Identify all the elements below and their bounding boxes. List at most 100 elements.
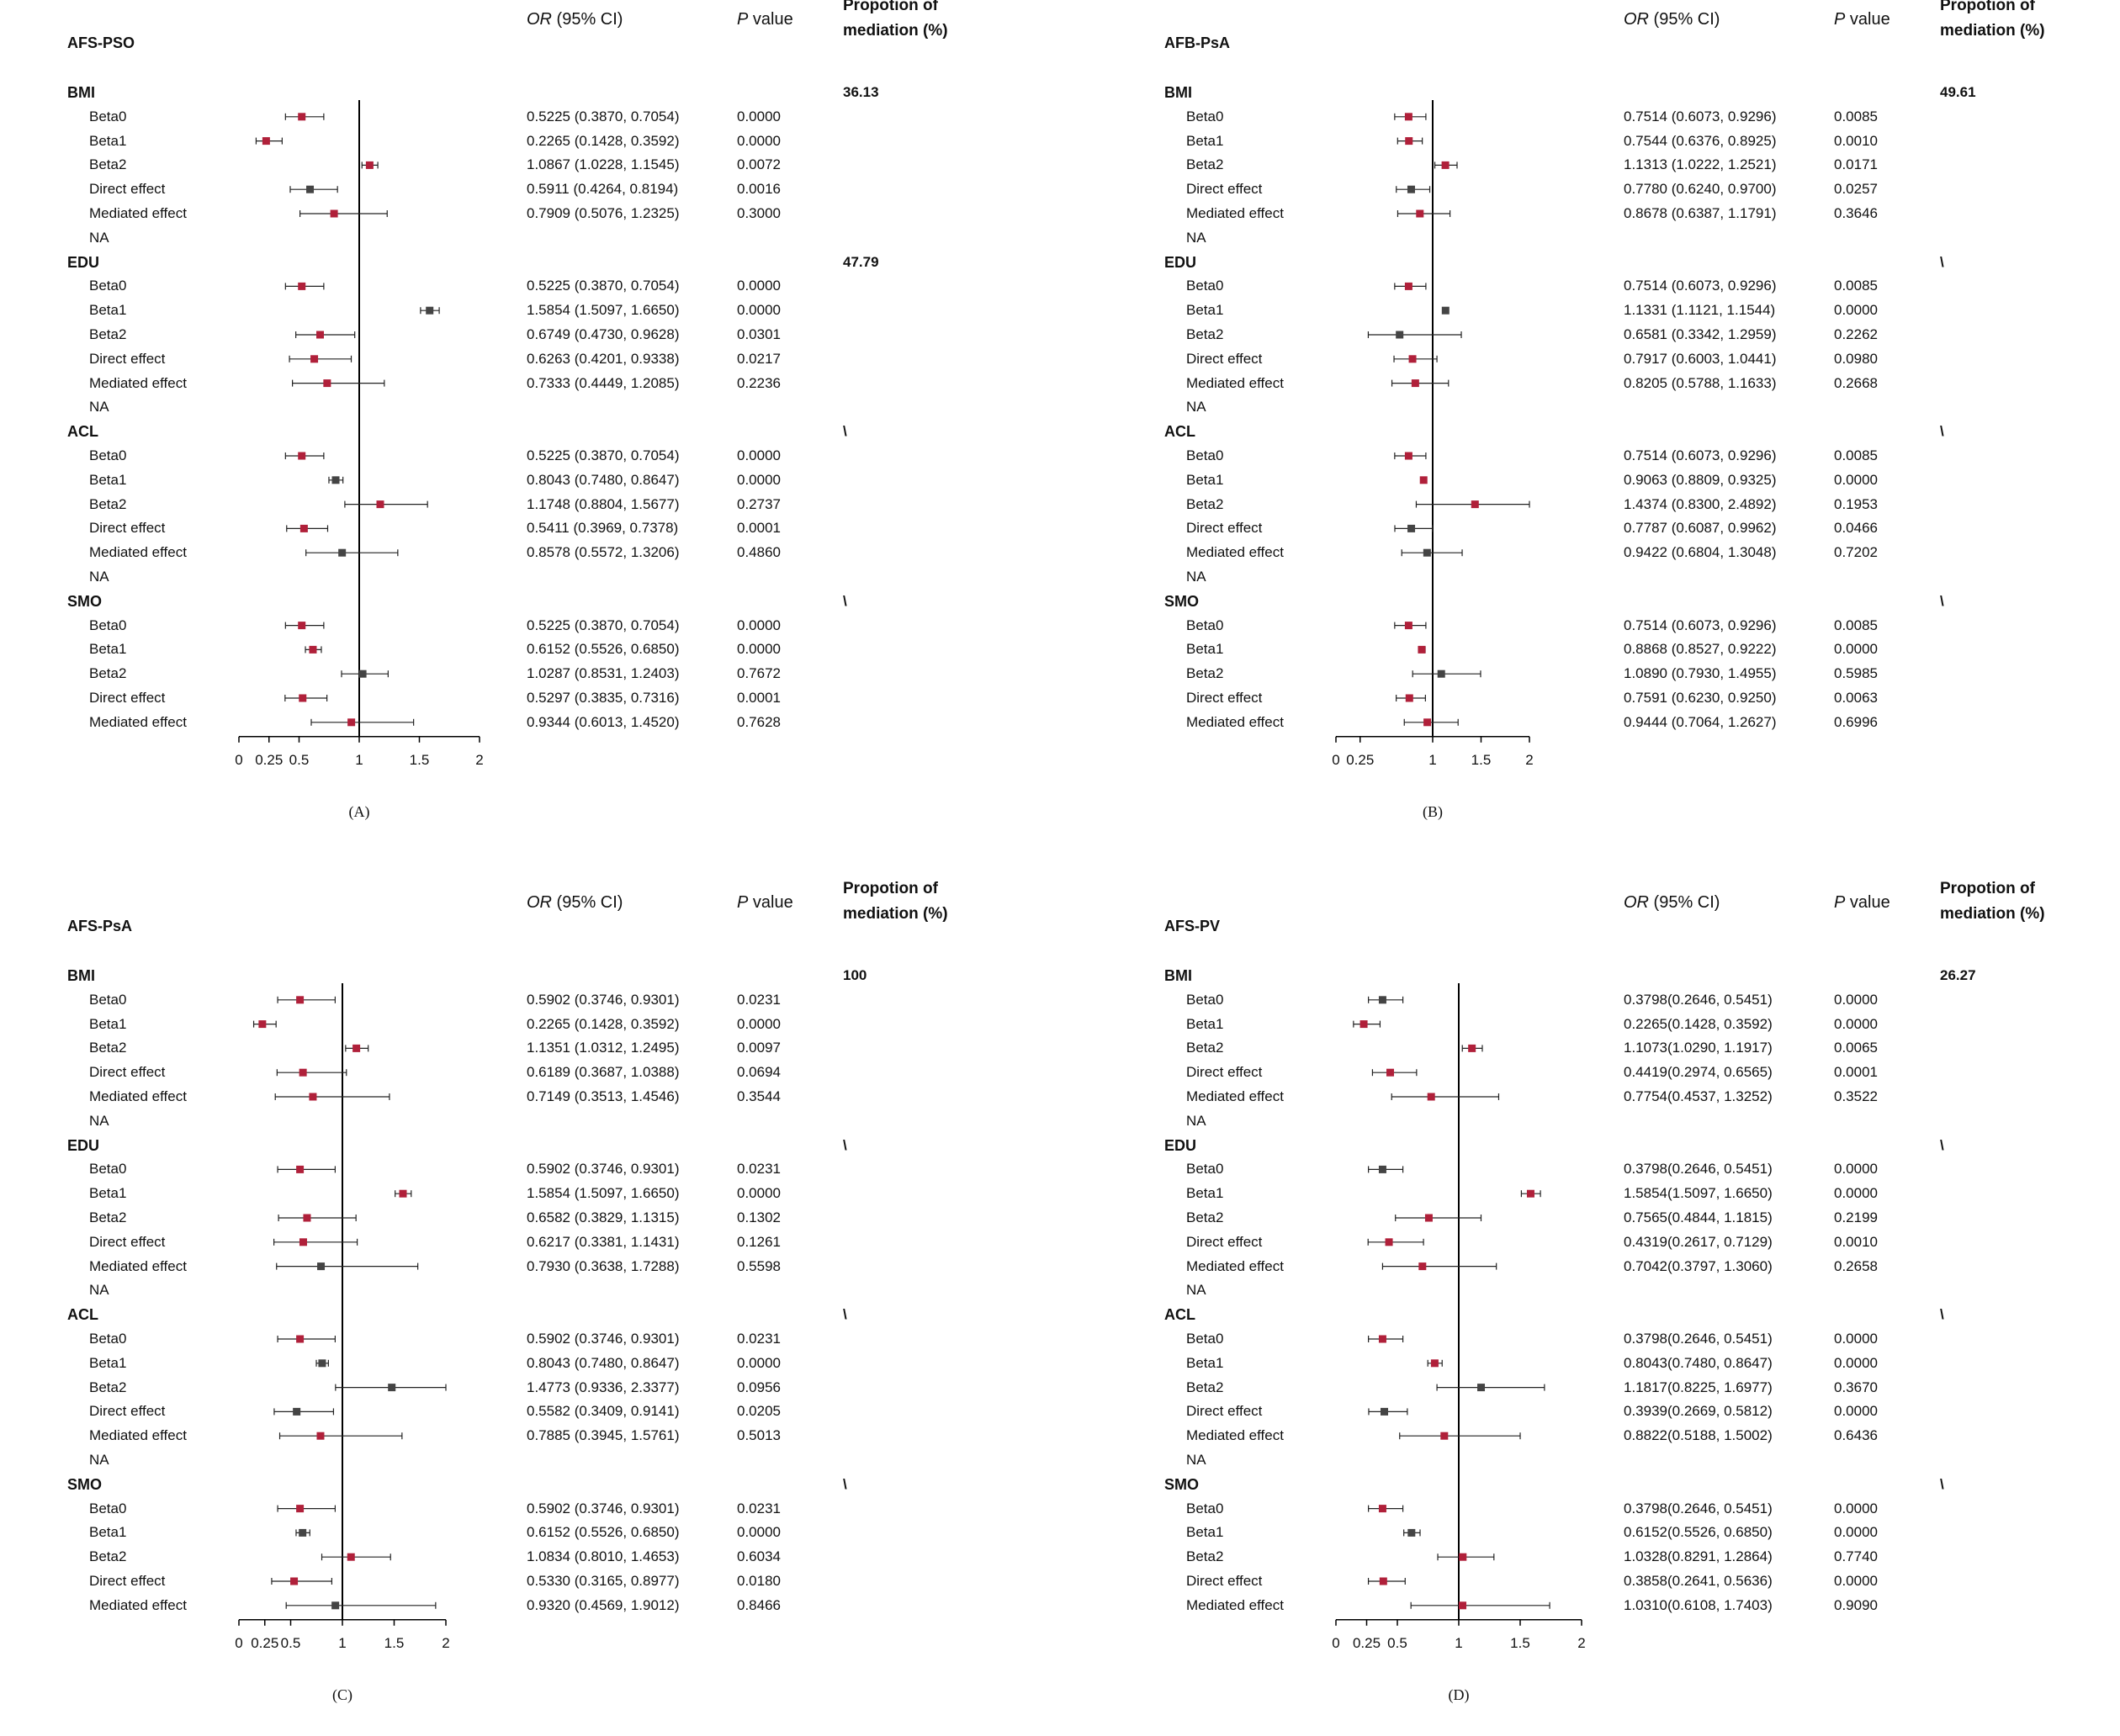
point-estimate [376, 500, 384, 509]
row-label: Beta0 [1186, 617, 1224, 633]
row-label: Beta1 [89, 1354, 127, 1371]
group-label: ACL [67, 1306, 98, 1324]
p-value: 0.0065 [1834, 1040, 1878, 1056]
point-estimate [1385, 1238, 1393, 1246]
mediation-header-line2: mediation (%) [1940, 22, 2045, 40]
mediation-value: \ [843, 592, 847, 609]
ci-marker [395, 1189, 412, 1198]
ci-marker [274, 1093, 390, 1101]
group-label: BMI [67, 967, 95, 984]
or-ci-value: 0.8043 (0.7480, 0.8647) [527, 1354, 680, 1371]
forest-panel-a: OR (95% CI) P value Propotion of mediation … [0, 0, 1060, 853]
p-value: 0.5013 [737, 1427, 781, 1444]
row-label: Beta1 [1186, 1185, 1224, 1202]
or-ci-value: 0.5582 (0.3409, 0.9141) [527, 1403, 680, 1420]
or-ci-value: 0.7917 (0.6003, 1.0441) [1624, 350, 1777, 367]
row-label: Beta1 [89, 471, 127, 488]
or-ci-value: 0.7591 (0.6230, 0.9250) [1624, 690, 1777, 706]
ci-marker [273, 1238, 358, 1246]
point-estimate [298, 622, 306, 630]
row-label: Beta2 [89, 665, 127, 682]
row-label: Mediated effect [89, 713, 187, 730]
or-ci-value: 0.9422 (0.6804, 1.3048) [1624, 544, 1777, 561]
p-value: 0.0956 [737, 1379, 781, 1395]
row-label: NA [1186, 1452, 1206, 1468]
or-ci-value: 0.7885 (0.3945, 1.5761) [527, 1427, 680, 1444]
p-value: 0.0001 [737, 690, 781, 706]
row-label: NA [89, 399, 109, 415]
or-ci-value: 0.3798(0.2646, 0.5451) [1624, 1331, 1773, 1347]
forest-plot-svg [238, 983, 447, 1626]
point-estimate [1459, 1601, 1467, 1610]
p-value: 0.0000 [737, 447, 781, 463]
or-ci-value: 1.1073(1.0290, 1.1917) [1624, 1040, 1773, 1056]
row-label: Mediated effect [89, 205, 187, 221]
or-ci-value: 0.3798(0.2646, 0.5451) [1624, 1161, 1773, 1178]
p-value: 0.0000 [1834, 1185, 1878, 1202]
panel-title: AFB-PsA [1164, 34, 1231, 51]
group-label: ACL [67, 423, 98, 441]
point-estimate [1407, 185, 1415, 193]
point-estimate [1396, 331, 1404, 339]
x-tick-label: 2 [1525, 751, 1534, 768]
mediation-value: \ [1940, 1136, 1944, 1153]
mediation-header-line1: Propotion of [1940, 0, 2035, 14]
ci-marker [1381, 1262, 1497, 1271]
row-label: Beta0 [89, 108, 127, 124]
ci-marker [252, 1020, 277, 1029]
row-label: Mediated effect [1186, 1427, 1284, 1444]
or-ci-value: 0.6582 (0.3829, 1.1315) [527, 1209, 680, 1225]
row-label: Mediated effect [1186, 1257, 1284, 1274]
panel-caption: (C) [332, 1686, 352, 1703]
row-label: Mediated effect [89, 1596, 187, 1613]
p-value: 0.0231 [737, 1500, 781, 1516]
p-value: 0.0466 [1834, 520, 1878, 537]
point-estimate [426, 306, 434, 315]
or-ci-value: 0.6749 (0.4730, 0.9628) [527, 326, 680, 342]
p-value: 0.0010 [1834, 1233, 1878, 1250]
or-ci-value: 0.8205 (0.5788, 1.1633) [1624, 374, 1777, 391]
row-label: Beta2 [1186, 495, 1224, 512]
row-label: Mediated effect [1186, 544, 1284, 561]
mediation-value: \ [1940, 592, 1944, 609]
row-label: Beta1 [89, 1524, 127, 1541]
point-estimate [299, 694, 307, 702]
x-tick-label: 1.5 [409, 751, 430, 768]
or-ci-value: 0.5330 (0.3165, 0.8977) [527, 1573, 680, 1589]
point-estimate [347, 1553, 355, 1561]
ci-marker [295, 1528, 310, 1537]
row-label: Direct effect [89, 520, 166, 537]
point-estimate [1423, 718, 1432, 727]
mediation-value: \ [1940, 1306, 1944, 1323]
mediation-value: \ [1940, 253, 1944, 270]
row-label: Beta0 [89, 617, 127, 633]
or-ci-value: 0.5225 (0.3870, 0.7054) [527, 617, 680, 633]
ci-marker [273, 1407, 335, 1416]
p-value: 0.7672 [737, 665, 781, 682]
ci-marker [277, 1335, 337, 1343]
p-value: 0.0000 [737, 1354, 781, 1371]
mediation-header-line2: mediation (%) [1940, 905, 2045, 923]
x-tick-label: 0 [1332, 751, 1340, 768]
row-label: Beta0 [1186, 1331, 1224, 1347]
point-estimate [299, 1528, 307, 1537]
row-label: Beta2 [1186, 1209, 1224, 1225]
ci-marker [285, 1601, 437, 1610]
p-value: 0.4860 [737, 544, 781, 561]
point-estimate [299, 1068, 307, 1077]
x-tick-label: 0.5 [289, 751, 310, 768]
or-ci-value: 1.1748 (0.8804, 1.5677) [527, 495, 680, 512]
ci-marker [284, 452, 325, 460]
or-ci-value: 0.3858(0.2641, 0.5636) [1624, 1573, 1773, 1589]
or-ci-value: 0.6263 (0.4201, 0.9338) [527, 350, 680, 367]
or-ci-value: 0.9344 (0.6013, 1.4520) [527, 713, 680, 730]
group-label: EDU [1164, 253, 1197, 271]
row-label: Mediated effect [89, 1427, 187, 1444]
row-label: Beta0 [89, 278, 127, 294]
row-label: Mediated effect [89, 544, 187, 561]
or-ci-value: 0.7514 (0.6073, 0.9296) [1624, 617, 1777, 633]
p-value: 0.0694 [737, 1064, 781, 1081]
x-tick-label: 1 [1428, 751, 1437, 768]
p-value: 0.6034 [737, 1548, 781, 1565]
row-label: Beta1 [1186, 1524, 1224, 1541]
